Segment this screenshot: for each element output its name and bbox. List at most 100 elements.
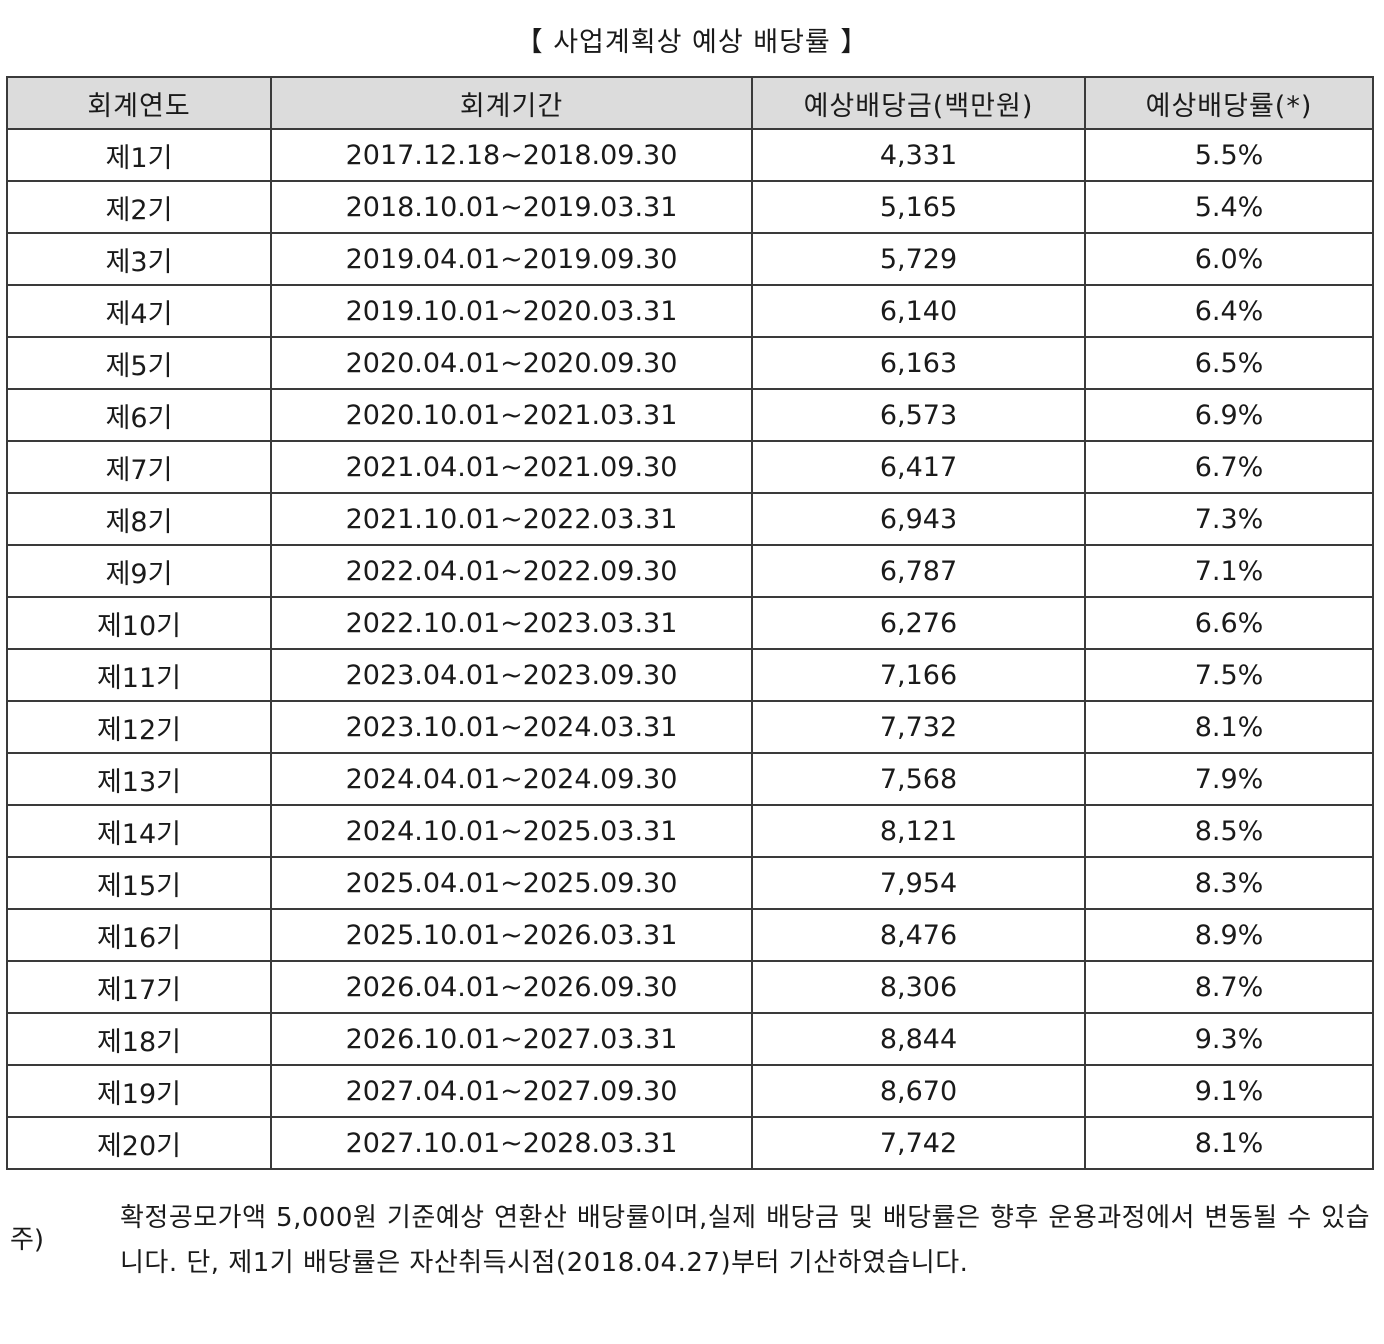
cell-expected-dividend: 6,276 [751,596,1086,650]
cell-fiscal-year: 제5기 [6,336,272,390]
cell-fiscal-year: 제14기 [6,804,272,858]
cell-expected-dividend-rate: 5.5% [1084,128,1374,182]
cell-expected-dividend-rate: 8.1% [1084,1116,1374,1170]
cell-expected-dividend: 5,165 [751,180,1086,234]
cell-fiscal-period: 2024.10.01~2025.03.31 [270,804,753,858]
table-row: 제7기 2021.04.01~2021.09.30 6,417 6.7% [6,440,1374,494]
cell-fiscal-year: 제17기 [6,960,272,1014]
cell-expected-dividend-rate: 8.7% [1084,960,1374,1014]
table-row: 제8기 2021.10.01~2022.03.31 6,943 7.3% [6,492,1374,546]
cell-expected-dividend-rate: 7.9% [1084,752,1374,806]
table-row: 제18기 2026.10.01~2027.03.31 8,844 9.3% [6,1012,1374,1066]
cell-expected-dividend: 6,787 [751,544,1086,598]
cell-fiscal-period: 2019.04.01~2019.09.30 [270,232,753,286]
cell-expected-dividend-rate: 6.9% [1084,388,1374,442]
page-title: 【 사업계획상 예상 배당률 】 [515,27,869,58]
cell-fiscal-period: 2020.04.01~2020.09.30 [270,336,753,390]
cell-fiscal-year: 제4기 [6,284,272,338]
cell-fiscal-period: 2017.12.18~2018.09.30 [270,128,753,182]
cell-expected-dividend: 7,954 [751,856,1086,910]
cell-fiscal-period: 2027.04.01~2027.09.30 [270,1064,753,1118]
dividend-table: 회계연도 회계기간 예상배당금(백만원) 예상배당률(*) 제1기 2017.12… [6,76,1374,1170]
cell-expected-dividend: 7,568 [751,752,1086,806]
table-row: 제12기 2023.10.01~2024.03.31 7,732 8.1% [6,700,1374,754]
cell-fiscal-year: 제12기 [6,700,272,754]
table-row: 제14기 2024.10.01~2025.03.31 8,121 8.5% [6,804,1374,858]
cell-fiscal-year: 제9기 [6,544,272,598]
table-row: 제4기 2019.10.01~2020.03.31 6,140 6.4% [6,284,1374,338]
cell-fiscal-year: 제15기 [6,856,272,910]
cell-expected-dividend: 6,573 [751,388,1086,442]
cell-fiscal-period: 2018.10.01~2019.03.31 [270,180,753,234]
cell-fiscal-period: 2022.10.01~2023.03.31 [270,596,753,650]
cell-fiscal-year: 제7기 [6,440,272,494]
cell-expected-dividend: 8,476 [751,908,1086,962]
table-row: 제16기 2025.10.01~2026.03.31 8,476 8.9% [6,908,1374,962]
table-row: 제3기 2019.04.01~2019.09.30 5,729 6.0% [6,232,1374,286]
table-row: 제19기 2027.04.01~2027.09.30 8,670 9.1% [6,1064,1374,1118]
cell-expected-dividend-rate: 8.5% [1084,804,1374,858]
cell-fiscal-period: 2021.04.01~2021.09.30 [270,440,753,494]
cell-fiscal-period: 2023.10.01~2024.03.31 [270,700,753,754]
cell-fiscal-year: 제6기 [6,388,272,442]
footnote-label: 주) [10,1225,45,1255]
cell-expected-dividend-rate: 8.9% [1084,908,1374,962]
cell-fiscal-year: 제10기 [6,596,272,650]
cell-expected-dividend-rate: 6.5% [1084,336,1374,390]
cell-fiscal-period: 2026.04.01~2026.09.30 [270,960,753,1014]
table-row: 제6기 2020.10.01~2021.03.31 6,573 6.9% [6,388,1374,442]
cell-expected-dividend: 8,306 [751,960,1086,1014]
cell-fiscal-period: 2024.04.01~2024.09.30 [270,752,753,806]
cell-expected-dividend-rate: 6.0% [1084,232,1374,286]
cell-expected-dividend-rate: 7.1% [1084,544,1374,598]
cell-expected-dividend: 8,670 [751,1064,1086,1118]
cell-expected-dividend-rate: 5.4% [1084,180,1374,234]
cell-fiscal-period: 2022.04.01~2022.09.30 [270,544,753,598]
cell-fiscal-year: 제13기 [6,752,272,806]
table-row: 제5기 2020.04.01~2020.09.30 6,163 6.5% [6,336,1374,390]
table-row: 제2기 2018.10.01~2019.03.31 5,165 5.4% [6,180,1374,234]
cell-expected-dividend-rate: 6.4% [1084,284,1374,338]
cell-fiscal-year: 제20기 [6,1116,272,1170]
table-row: 제1기 2017.12.18~2018.09.30 4,331 5.5% [6,128,1374,182]
cell-expected-dividend-rate: 6.6% [1084,596,1374,650]
footnote-text: 확정공모가액 5,000원 기준예상 연환산 배당률이며,실제 배당금 및 배당… [120,1203,1370,1278]
cell-fiscal-year: 제1기 [6,128,272,182]
cell-fiscal-period: 2019.10.01~2020.03.31 [270,284,753,338]
table-row: 제15기 2025.04.01~2025.09.30 7,954 8.3% [6,856,1374,910]
cell-expected-dividend: 8,121 [751,804,1086,858]
cell-expected-dividend: 6,163 [751,336,1086,390]
table-row: 제20기 2027.10.01~2028.03.31 7,742 8.1% [6,1116,1374,1170]
cell-expected-dividend: 7,742 [751,1116,1086,1170]
cell-fiscal-period: 2026.10.01~2027.03.31 [270,1012,753,1066]
table-row: 제11기 2023.04.01~2023.09.30 7,166 7.5% [6,648,1374,702]
cell-expected-dividend-rate: 8.3% [1084,856,1374,910]
cell-expected-dividend: 6,417 [751,440,1086,494]
header-fiscal-period: 회계기간 [270,76,753,130]
cell-expected-dividend-rate: 8.1% [1084,700,1374,754]
cell-fiscal-period: 2027.10.01~2028.03.31 [270,1116,753,1170]
cell-expected-dividend: 8,844 [751,1012,1086,1066]
cell-fiscal-year: 제18기 [6,1012,272,1066]
cell-fiscal-year: 제3기 [6,232,272,286]
cell-fiscal-year: 제16기 [6,908,272,962]
cell-expected-dividend-rate: 6.7% [1084,440,1374,494]
table-row: 제9기 2022.04.01~2022.09.30 6,787 7.1% [6,544,1374,598]
cell-fiscal-period: 2025.10.01~2026.03.31 [270,908,753,962]
cell-expected-dividend: 5,729 [751,232,1086,286]
table-body: 제1기 2017.12.18~2018.09.30 4,331 5.5% 제2기 2018… [6,128,1374,1170]
cell-fiscal-period: 2020.10.01~2021.03.31 [270,388,753,442]
cell-expected-dividend-rate: 7.5% [1084,648,1374,702]
cell-fiscal-year: 제2기 [6,180,272,234]
cell-expected-dividend: 6,140 [751,284,1086,338]
cell-expected-dividend: 4,331 [751,128,1086,182]
cell-fiscal-year: 제19기 [6,1064,272,1118]
cell-fiscal-period: 2021.10.01~2022.03.31 [270,492,753,546]
cell-fiscal-year: 제11기 [6,648,272,702]
cell-fiscal-period: 2023.04.01~2023.09.30 [270,648,753,702]
table-header-row: 회계연도 회계기간 예상배당금(백만원) 예상배당률(*) [6,76,1374,130]
header-fiscal-year: 회계연도 [6,76,272,130]
cell-expected-dividend-rate: 9.3% [1084,1012,1374,1066]
cell-expected-dividend-rate: 7.3% [1084,492,1374,546]
cell-fiscal-period: 2025.04.01~2025.09.30 [270,856,753,910]
